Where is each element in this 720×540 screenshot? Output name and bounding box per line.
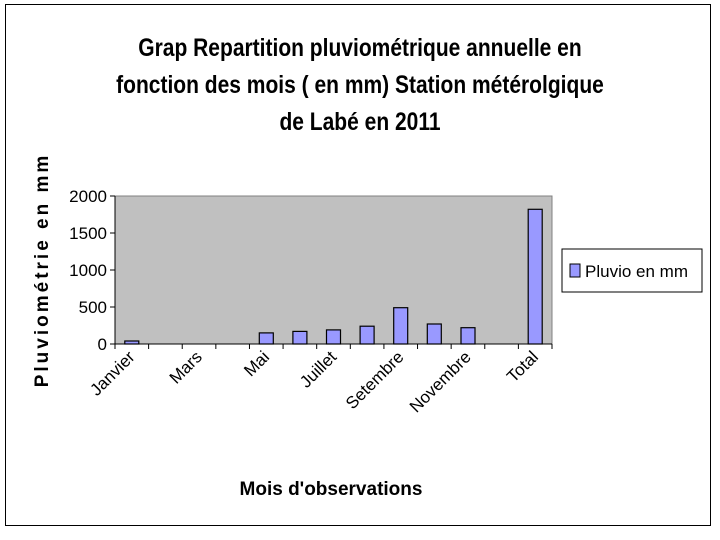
x-tick-label: Mars	[166, 347, 206, 387]
bar-setembre	[393, 307, 409, 345]
plot-area	[114, 195, 553, 345]
chart-title: Grap Repartition pluviométrique annuelle…	[108, 30, 612, 141]
y-tick-label: 0	[98, 335, 107, 354]
bar-octobre	[426, 323, 442, 345]
bar-juin	[292, 330, 308, 345]
chart-title-line-1: Grap Repartition pluviométrique annuelle…	[138, 34, 582, 62]
bar-total	[527, 208, 543, 345]
x-tick-label: Setembre	[342, 347, 408, 413]
y-tick-label: 1500	[69, 224, 107, 243]
bar-novembre	[460, 327, 476, 345]
bar-août	[359, 325, 375, 345]
y-axis-title: Pluviométrie en mm	[32, 153, 53, 388]
chart-title-line-3: de Labé en 2011	[279, 108, 441, 136]
y-axis: 0 500 1000 1500 2000	[69, 187, 116, 354]
y-tick-label: 2000	[69, 187, 107, 206]
bar-juillet	[325, 329, 342, 345]
x-tick-label: Juillet	[296, 347, 340, 391]
legend: Pluvio en mm	[561, 248, 703, 293]
bar-mai	[258, 332, 274, 345]
legend-label: Pluvio en mm	[585, 262, 688, 281]
x-tick-label: Total	[503, 347, 542, 386]
x-tick-label: Novembre	[406, 347, 475, 416]
x-tick-label: Janvier	[86, 347, 138, 399]
legend-swatch	[569, 263, 581, 278]
legend-box	[561, 248, 703, 293]
y-tick-label: 500	[79, 298, 107, 317]
plot-background	[114, 195, 553, 345]
x-axis-title: Mois d'observations	[240, 479, 423, 500]
chart-title-line-2: fonction des mois ( en mm) Station métér…	[116, 71, 604, 99]
x-tick-label: Mai	[240, 347, 273, 380]
y-tick-label: 1000	[69, 261, 107, 280]
